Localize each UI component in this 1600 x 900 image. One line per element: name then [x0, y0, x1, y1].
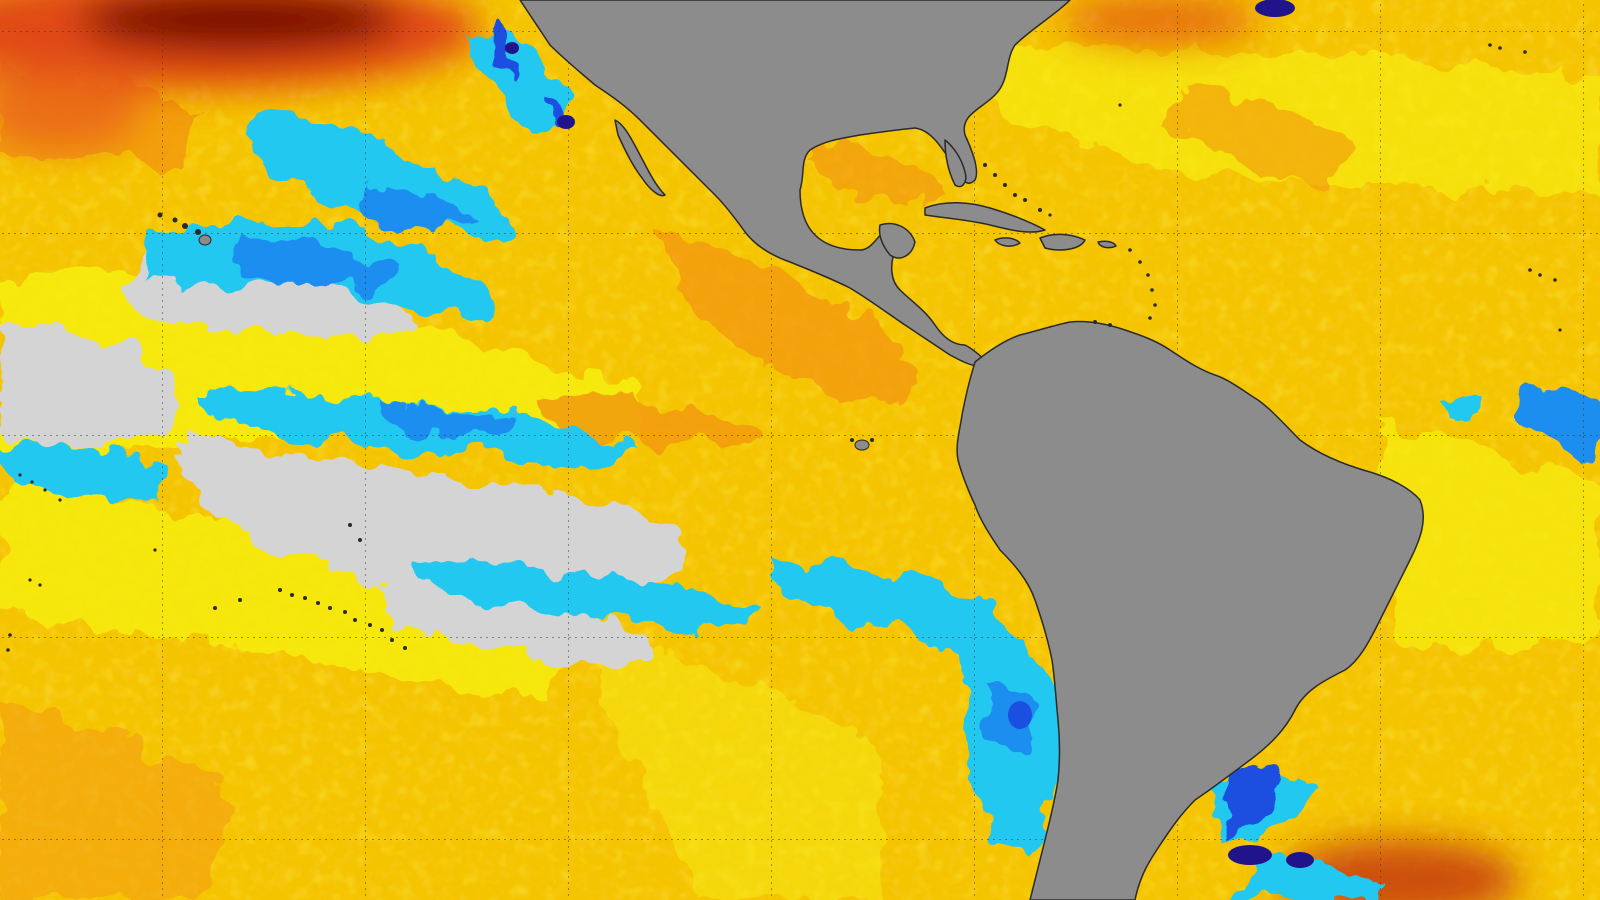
lesser-antilles-islands [1093, 248, 1157, 327]
cuba[interactable] [924, 201, 1046, 233]
hawaiian-islands [157, 212, 212, 246]
puerto-rico[interactable] [1097, 240, 1117, 249]
galapagos-islands [850, 438, 874, 451]
yucatan[interactable] [878, 222, 916, 259]
atlantic-islands [1118, 43, 1562, 332]
land[interactable] [519, 0, 1424, 900]
french-polynesia-islands [6, 473, 407, 652]
jamaica[interactable] [994, 237, 1021, 247]
baja-california[interactable] [614, 119, 666, 197]
florida[interactable] [944, 139, 967, 188]
south-america[interactable] [956, 320, 1424, 900]
islands [6, 43, 1562, 652]
hispaniola[interactable] [1039, 233, 1086, 251]
bahamas-islands [983, 163, 1052, 217]
